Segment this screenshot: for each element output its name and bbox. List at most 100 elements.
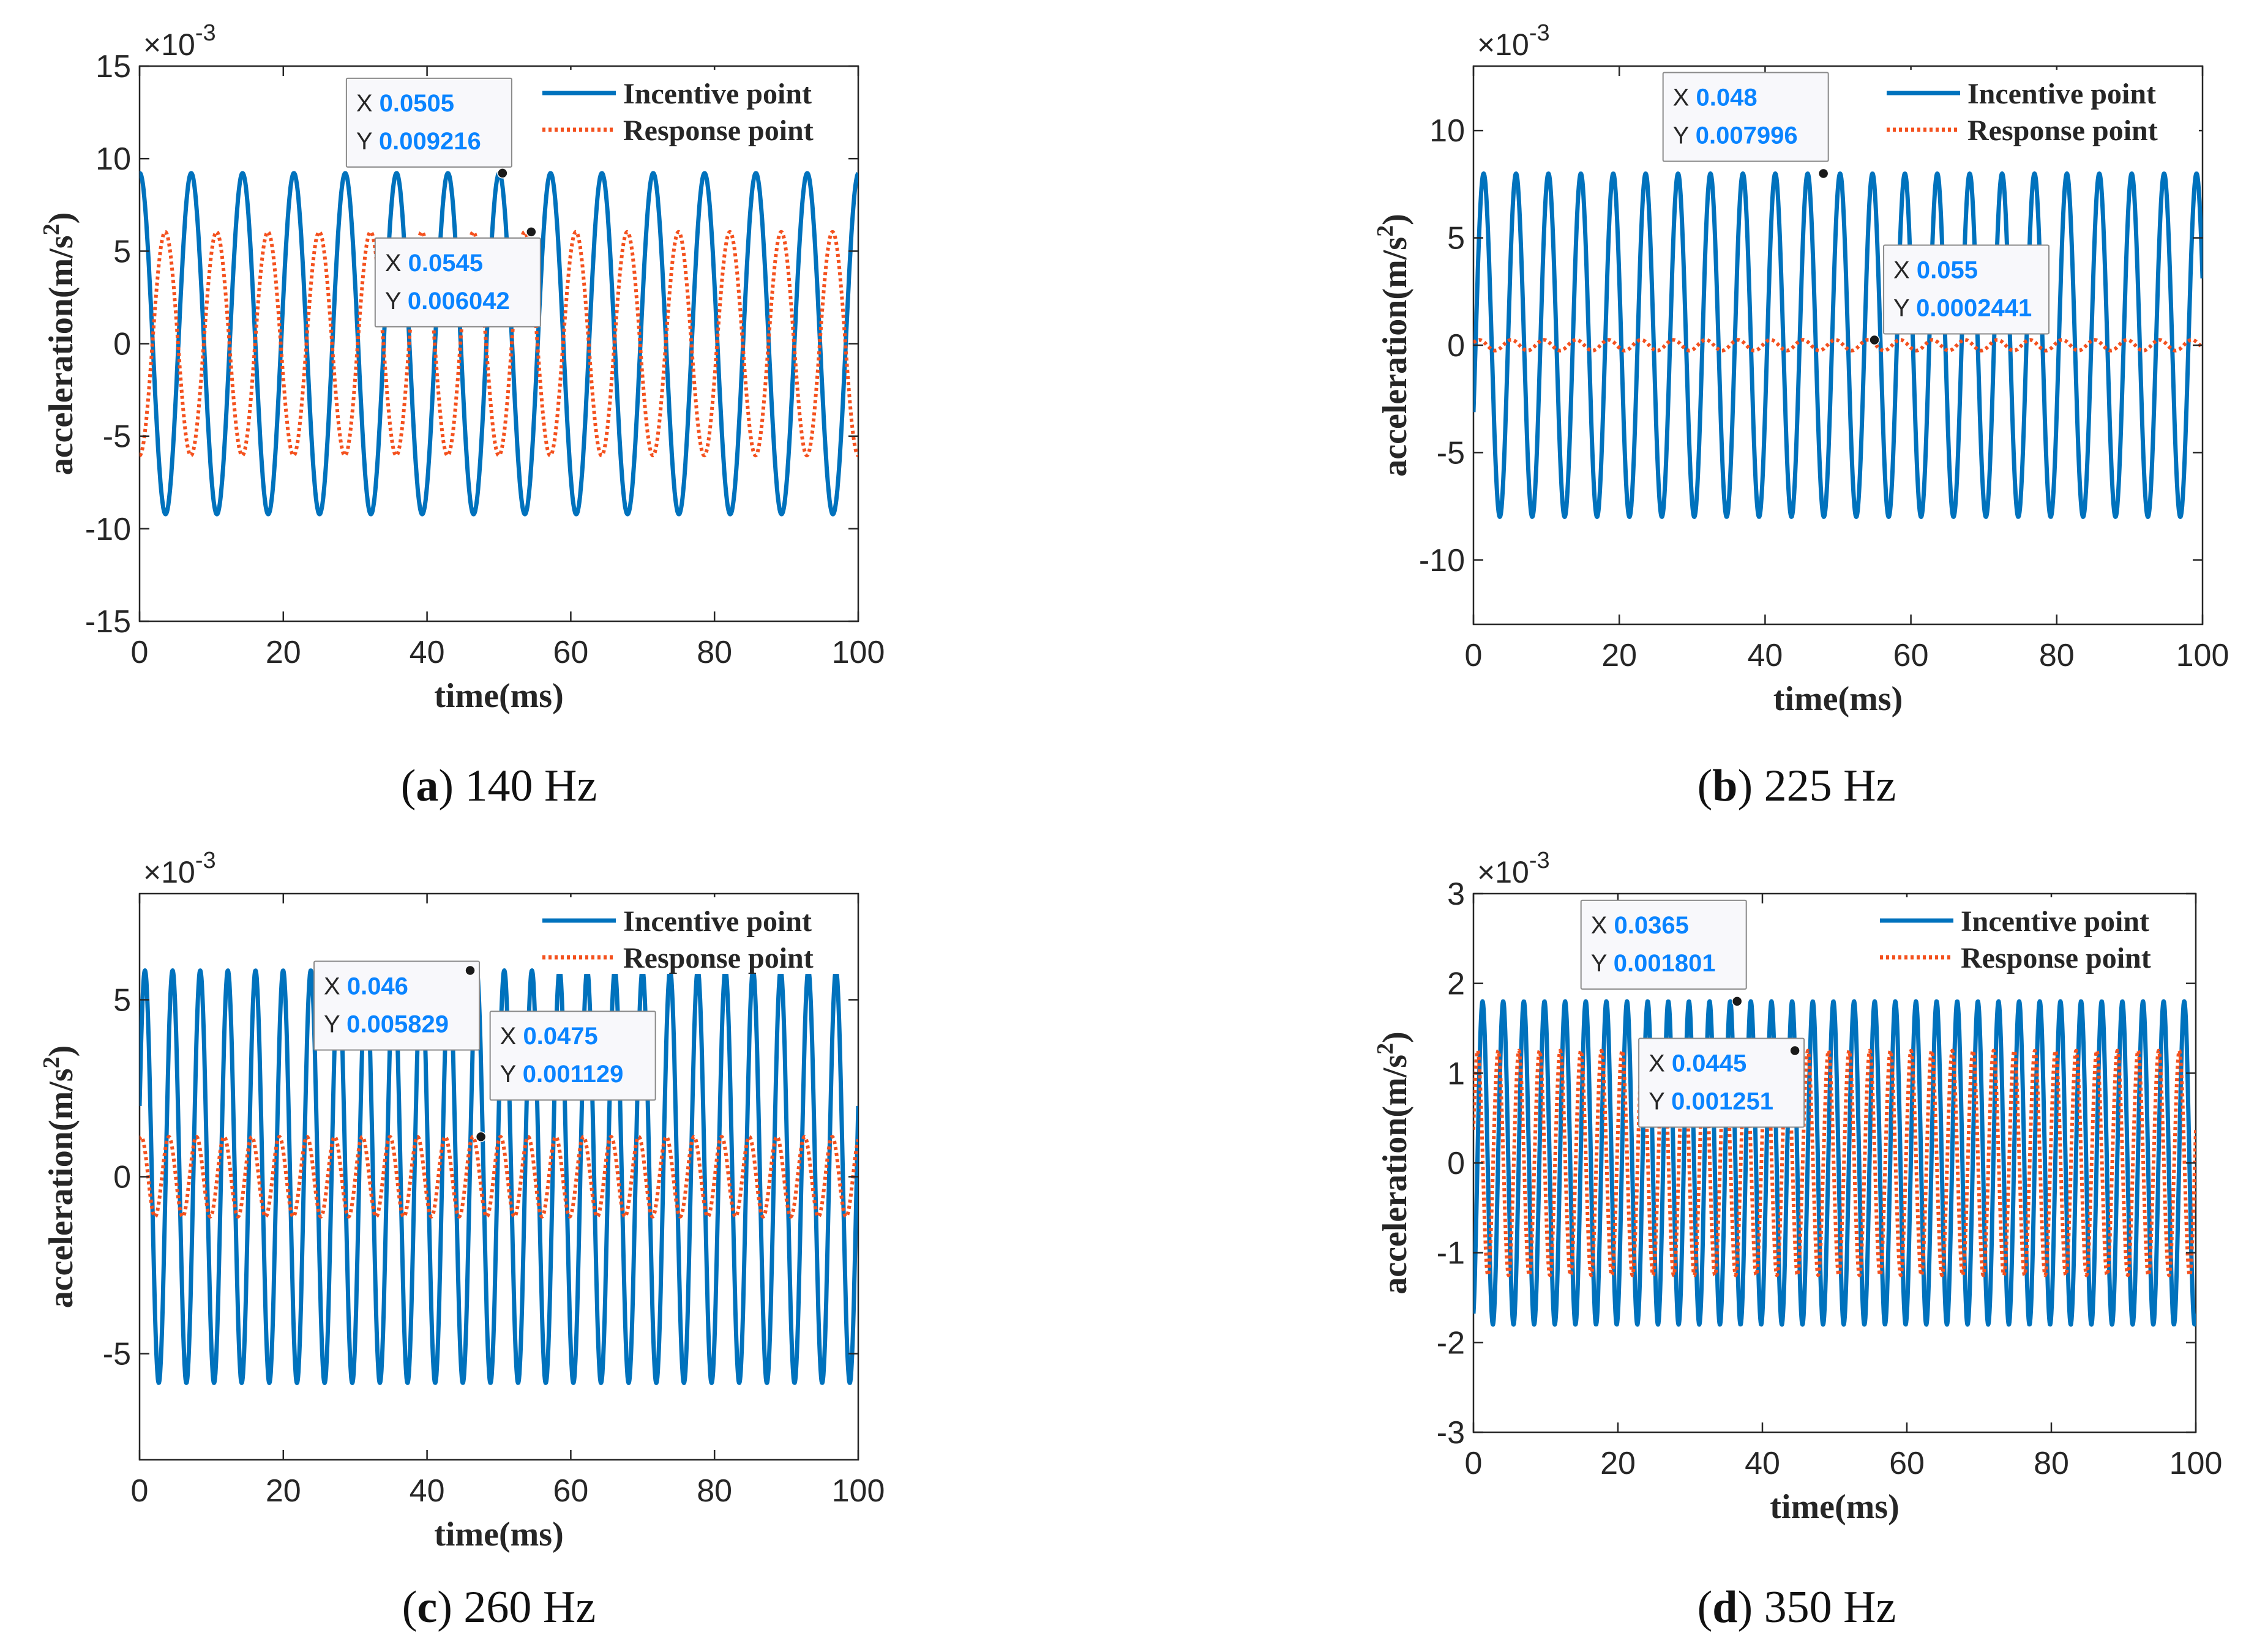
legend: Incentive point Response point (1881, 70, 2199, 147)
panel-caption: (b) 225 Hz (1698, 761, 1896, 811)
x-tick-label: 80 (2039, 638, 2075, 673)
x-axis-label: time(ms) (1770, 1488, 1899, 1526)
plot-area (1472, 65, 2204, 626)
datatip-x: X 0.0445 (1649, 1050, 1746, 1077)
series-line-incentive (1473, 999, 2196, 1327)
panel-caption: (d) 350 Hz (1698, 1582, 1896, 1632)
chart-panel-b: 0 20 40 60 80 100 -10 -5 0 5 10 ×10-3 time(ms) accele… (1372, 20, 2229, 811)
x-tick-label: 20 (266, 635, 301, 670)
legend-label: Response point (623, 942, 814, 974)
x-tick-label: 0 (1465, 1446, 1483, 1481)
y-tick-label: -5 (1437, 435, 1465, 471)
datatip-y: Y 0.009216 (356, 128, 481, 155)
datatip[interactable]: X 0.0475 Y 0.001129 (475, 1011, 656, 1142)
y-exponent-label: ×10-3 (1477, 20, 1550, 62)
datatip-box (489, 1011, 656, 1101)
x-tick-label: 0 (131, 635, 149, 670)
x-tick-label: 100 (2176, 638, 2229, 673)
series-line-response (140, 1135, 858, 1219)
x-tick-label: 60 (553, 635, 588, 670)
legend: Incentive point Response point (1874, 897, 2192, 974)
y-tick-label: 10 (1429, 113, 1465, 149)
datatip-box (313, 960, 481, 1051)
y-tick-label: 3 (1447, 876, 1465, 912)
y-tick-label: -3 (1437, 1415, 1465, 1451)
legend-label: Response point (1967, 114, 2158, 147)
y-tick-label: 1 (1447, 1056, 1465, 1091)
series-line-incentive (1473, 171, 2203, 519)
datatip-x: X 0.0545 (385, 250, 483, 277)
datatip[interactable]: X 0.048 Y 0.007996 (1662, 72, 1829, 179)
datatip-x: X 0.046 (324, 973, 408, 1000)
datatip-y: Y 0.001251 (1649, 1088, 1773, 1115)
series-line-response (1473, 338, 2203, 353)
panel-caption: (c) 260 Hz (402, 1582, 596, 1632)
legend: Incentive point Response point (536, 70, 855, 147)
series-line-response (1473, 1048, 2196, 1277)
datatip-marker[interactable] (1731, 996, 1743, 1007)
y-exponent-label: ×10-3 (143, 848, 216, 889)
legend-label: Incentive point (1961, 905, 2149, 938)
x-tick-label: 40 (410, 635, 445, 670)
chart-panel-c: 0 20 40 60 80 100 -5 0 5 ×10-3 time(ms) acceleratio… (39, 848, 885, 1632)
datatip[interactable]: X 0.0545 Y 0.006042 (374, 226, 541, 327)
x-tick-label: 60 (1893, 638, 1929, 673)
legend-label: Incentive point (623, 78, 812, 110)
x-tick-label: 100 (832, 1473, 885, 1509)
datatip-y: Y 0.0002441 (1893, 294, 2032, 321)
datatip-y: Y 0.006042 (385, 288, 510, 315)
x-axis-label: time(ms) (434, 677, 563, 715)
legend-box (1874, 897, 2192, 974)
datatip-marker[interactable] (475, 1131, 487, 1142)
datatip-x: X 0.0505 (356, 90, 454, 117)
datatip-box (345, 77, 512, 168)
legend-label: Incentive point (623, 905, 812, 938)
x-tick-label: 20 (266, 1473, 301, 1509)
y-tick-label: 0 (1447, 1146, 1465, 1181)
legend-label: Incentive point (1967, 78, 2156, 110)
datatip-marker[interactable] (497, 168, 508, 179)
chart-panel-d: 0 20 40 60 80 100 -3 -2 -1 0 1 2 3 ×10-3 time(ms) accel… (1372, 848, 2222, 1632)
datatip-y: Y 0.001801 (1591, 950, 1716, 977)
legend-box (536, 70, 855, 146)
datatip-y: Y 0.005829 (324, 1011, 449, 1038)
y-axis-label: acceleration(m/s2) (39, 1045, 80, 1309)
y-tick-label: 0 (113, 327, 131, 362)
y-tick-label: 0 (1447, 328, 1465, 364)
y-tick-label: 2 (1447, 966, 1465, 1002)
y-exponent-label: ×10-3 (1477, 848, 1550, 889)
datatip-marker[interactable] (1817, 168, 1829, 179)
x-tick-label: 40 (1747, 638, 1783, 673)
y-tick-label: -5 (103, 1337, 131, 1372)
x-tick-label: 20 (1600, 1446, 1636, 1481)
x-tick-label: 60 (553, 1473, 588, 1509)
datatip-marker[interactable] (465, 965, 476, 976)
x-tick-label: 80 (697, 1473, 732, 1509)
datatip[interactable]: X 0.055 Y 0.0002441 (1869, 244, 2050, 346)
datatip[interactable]: X 0.0365 Y 0.001801 (1580, 899, 1747, 1007)
datatip[interactable]: X 0.0445 Y 0.001251 (1638, 1037, 1805, 1128)
datatip-marker[interactable] (1789, 1045, 1800, 1056)
x-tick-label: 100 (2169, 1446, 2223, 1481)
datatip-marker[interactable] (526, 226, 537, 237)
x-axis-label: time(ms) (434, 1516, 563, 1553)
y-axis-label: acceleration(m/s2) (39, 212, 80, 476)
datatip[interactable]: X 0.046 Y 0.005829 (313, 960, 481, 1051)
datatip-box (1580, 899, 1747, 990)
y-tick-label: -5 (103, 419, 131, 455)
panel-caption: (a) 140 Hz (401, 761, 597, 811)
datatip-marker[interactable] (1869, 334, 1880, 346)
x-tick-label: 100 (832, 635, 885, 670)
legend-label: Response point (623, 114, 814, 147)
datatip-box (1883, 244, 2050, 335)
legend: Incentive point Response point (536, 897, 855, 974)
y-axis-label: acceleration(m/s2) (1372, 1031, 1414, 1295)
y-axis-label: acceleration(m/s2) (1372, 214, 1414, 477)
datatip-x: X 0.048 (1673, 84, 1757, 111)
y-exponent-label: ×10-3 (143, 20, 216, 62)
datatip-y: Y 0.007996 (1673, 122, 1798, 149)
y-tick-label: 15 (95, 49, 131, 84)
datatip[interactable]: X 0.0505 Y 0.009216 (345, 77, 512, 179)
